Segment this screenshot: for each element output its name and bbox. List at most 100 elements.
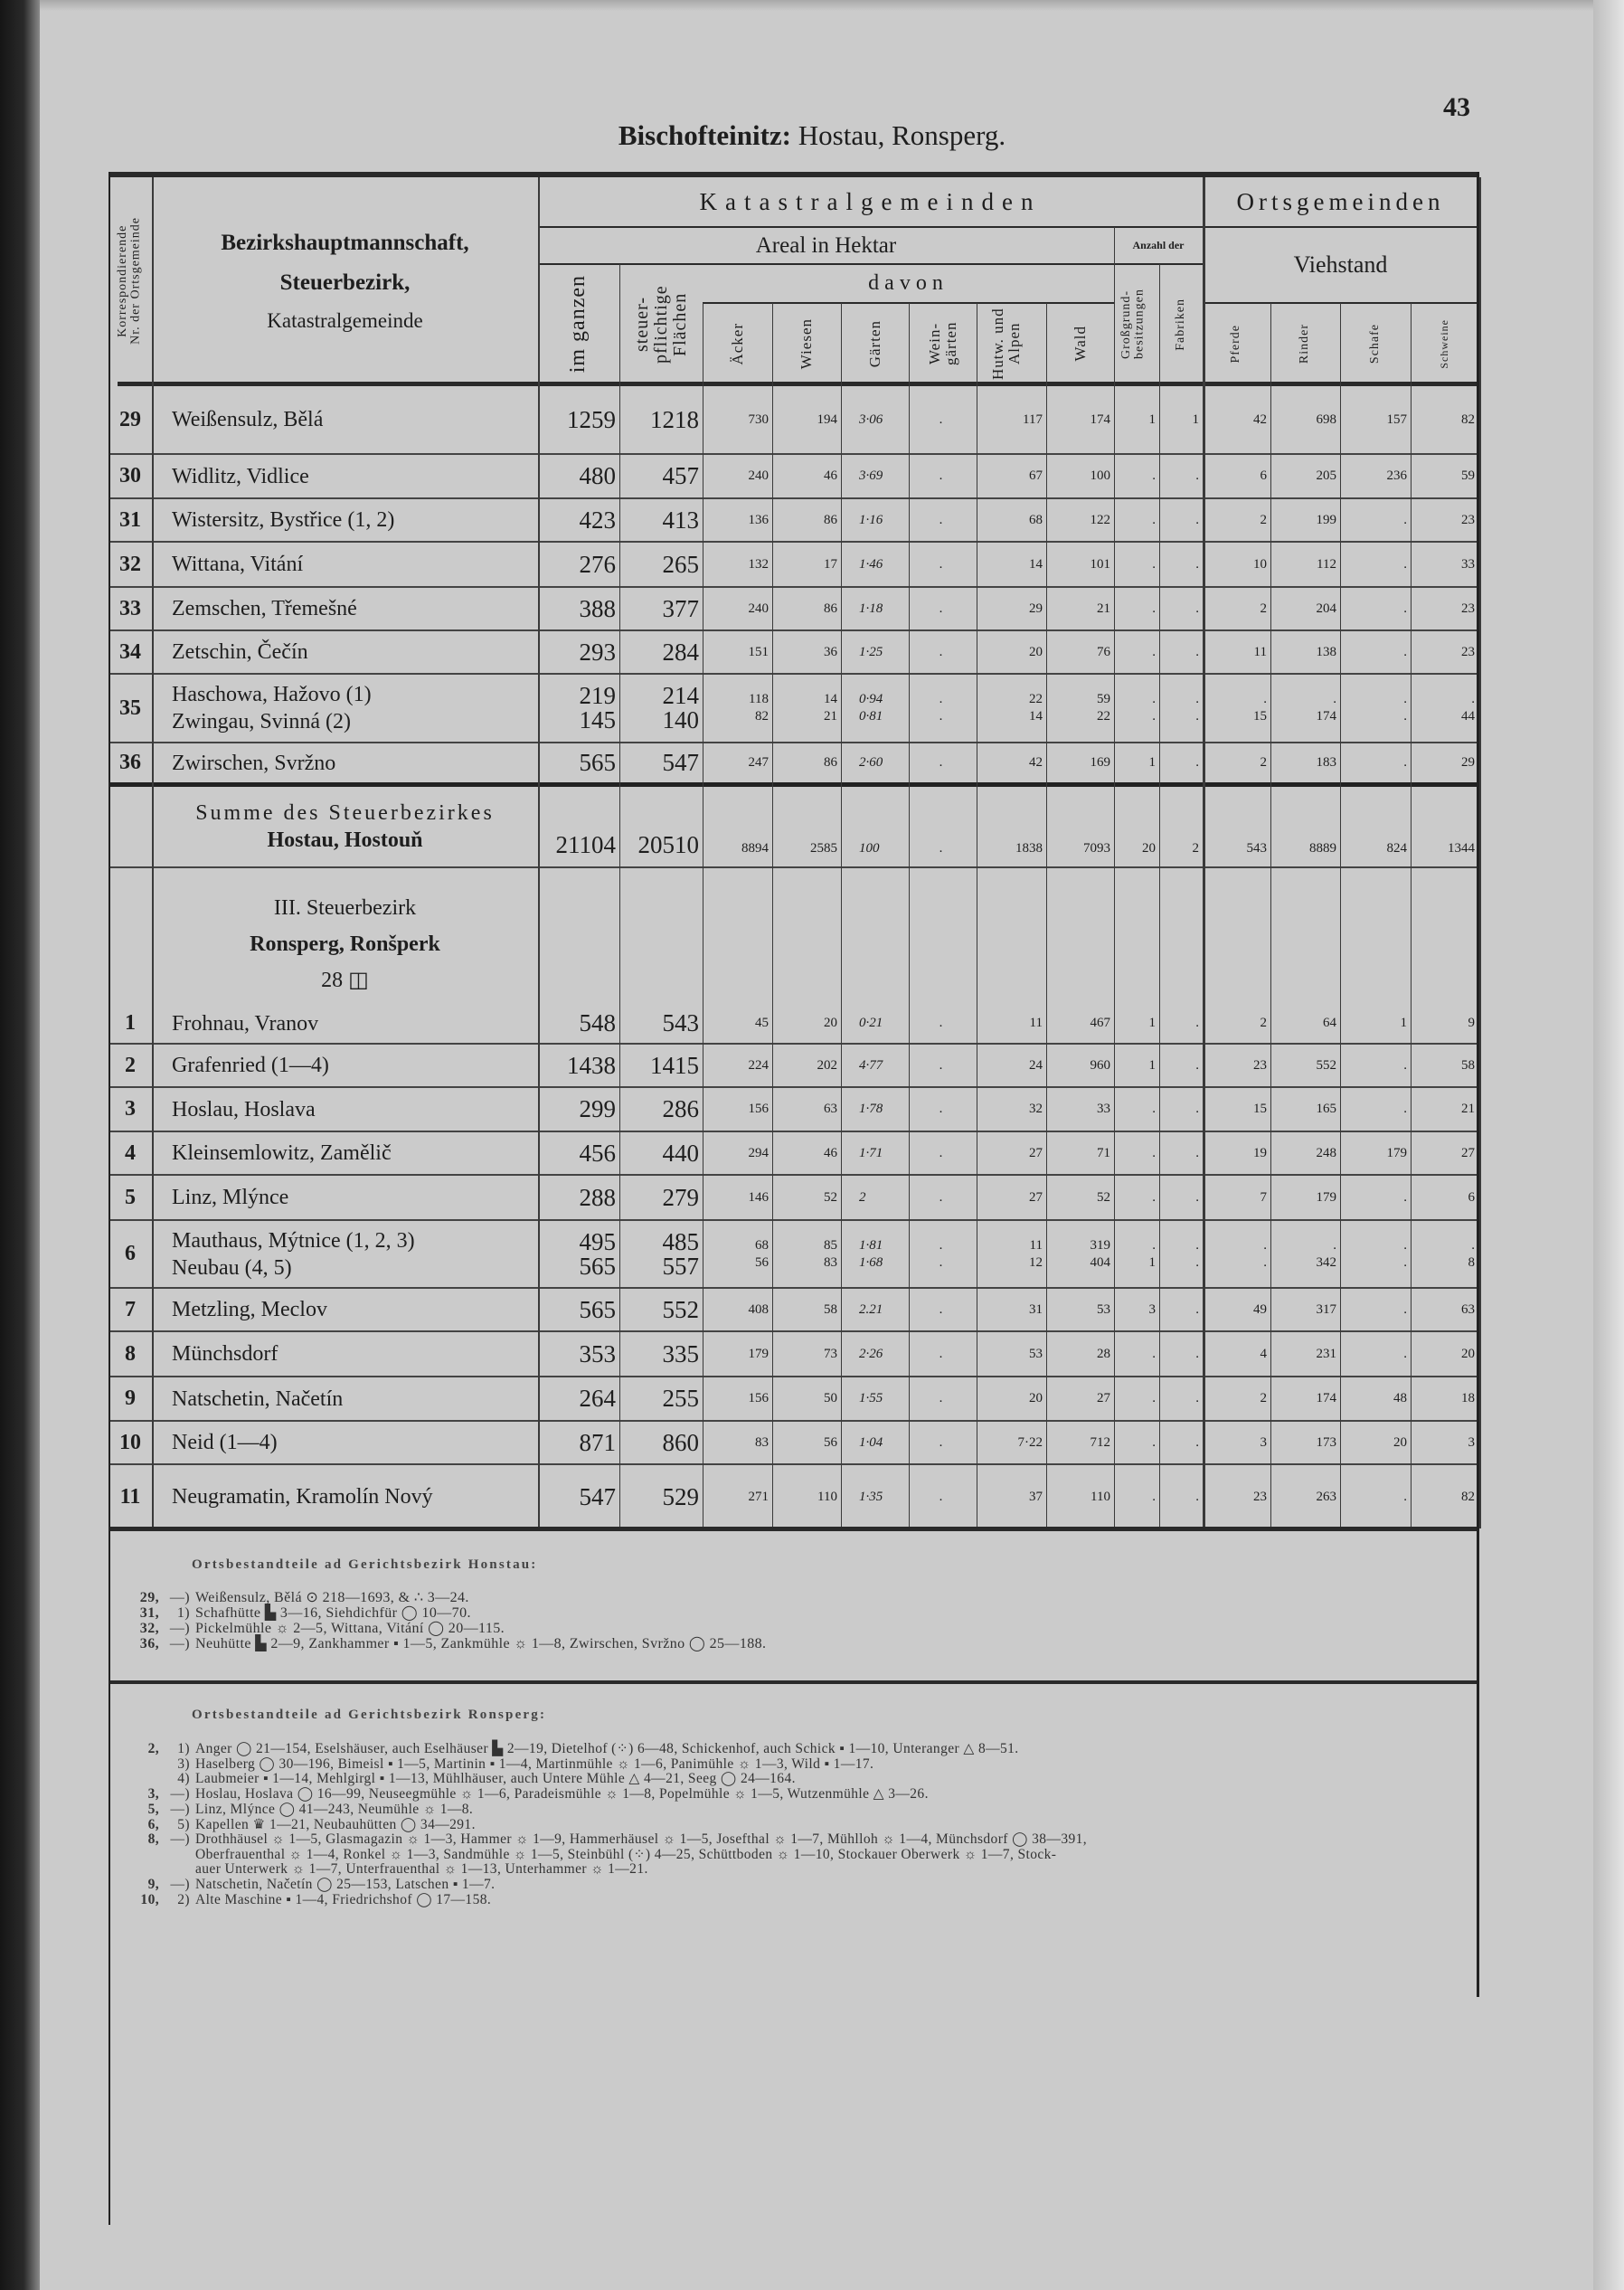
column-rule bbox=[1411, 303, 1412, 1528]
wein-value: . bbox=[939, 1102, 943, 1117]
wein-cell: . bbox=[909, 1377, 977, 1420]
pferde-value: 4 bbox=[1260, 1346, 1268, 1361]
gross-cell: . bbox=[1114, 543, 1159, 586]
schafe-cell: . bbox=[1340, 1176, 1411, 1219]
schweine-value: 44 bbox=[1461, 709, 1475, 724]
schweine-cell: 33 bbox=[1411, 543, 1478, 586]
gaerten-cell: 1·18 bbox=[841, 588, 909, 629]
pferde-cell: 7 bbox=[1203, 1176, 1270, 1219]
steuer-value: 1415 bbox=[650, 1051, 699, 1079]
fabr-value: . bbox=[1195, 755, 1199, 771]
footnote-ref: 1) bbox=[176, 1605, 190, 1621]
table-row: 33 Zemschen, Třemešné 388 377 240 86 1·18. 29 21… bbox=[109, 588, 1478, 631]
wiesen-value: 63 bbox=[824, 1102, 837, 1117]
column-rule bbox=[1159, 264, 1160, 1528]
name-line: Zemschen, Třemešné bbox=[172, 597, 357, 620]
wein-cell bbox=[909, 868, 977, 1004]
table-row: 36 Zwirschen, Svržno 565 547 247 86 2·60. 42 169… bbox=[109, 743, 1478, 787]
aecker-value: 118 bbox=[749, 692, 769, 707]
rinder-value: 205 bbox=[1316, 468, 1337, 484]
pferde-cell: 3 bbox=[1203, 1422, 1270, 1463]
schafe-cell: .. bbox=[1340, 1221, 1411, 1287]
gaerten-value: 1·55 bbox=[859, 1391, 883, 1406]
schweine-value: 20 bbox=[1461, 1346, 1475, 1361]
rinder-value: 317 bbox=[1316, 1301, 1337, 1317]
wald-cell: 76 bbox=[1046, 631, 1114, 673]
row-number: 32 bbox=[119, 552, 141, 576]
header-name: Bezirkshauptmannschaft, Steuerbezirk, Ka… bbox=[152, 177, 538, 384]
header-ortsgemeinden: Ortsgemeinden bbox=[1236, 188, 1445, 215]
gross-value: 1 bbox=[1148, 1016, 1157, 1031]
fabr-cell: . bbox=[1159, 455, 1203, 497]
wiesen-cell: 46 bbox=[772, 1132, 841, 1174]
rinder-value: 174 bbox=[1316, 709, 1337, 724]
header-grossgrund-label: Großgrund-besitzungen bbox=[1119, 289, 1147, 360]
gross-cell: . bbox=[1114, 499, 1159, 541]
header-gaerten-label: Gärten bbox=[865, 319, 883, 368]
aecker-value: 240 bbox=[748, 468, 770, 484]
column-rule bbox=[1478, 177, 1481, 1528]
aecker-value: 8894 bbox=[741, 841, 769, 856]
header-aecker: Äcker bbox=[703, 303, 772, 384]
hutw-cell: 117 bbox=[977, 386, 1046, 453]
hutw-value: 20 bbox=[1029, 644, 1043, 659]
wiesen-value: 36 bbox=[824, 644, 837, 659]
rinder-value: 204 bbox=[1316, 601, 1337, 616]
wald-value: 169 bbox=[1090, 755, 1111, 771]
row-number: 3 bbox=[125, 1097, 136, 1121]
wein-cell: . bbox=[909, 1465, 977, 1528]
ganzen-value: 145 bbox=[579, 706, 617, 733]
footnote-line: 4) Laubmeier ▪ 1—14, Mehlgirgl ▪ 1—13, Mü… bbox=[127, 1770, 796, 1787]
rinder-cell: 552 bbox=[1270, 1045, 1340, 1086]
gaerten-value: 1·71 bbox=[859, 1145, 883, 1160]
header-im-ganzen: im ganzen bbox=[538, 264, 619, 384]
gross-value: . bbox=[1152, 709, 1156, 724]
gaerten-cell: 2·26 bbox=[841, 1332, 909, 1376]
steuer-value: 1218 bbox=[650, 405, 699, 433]
gaerten-cell: 1·16 bbox=[841, 499, 909, 541]
name-line: Kleinsemlowitz, Zamělič bbox=[172, 1141, 392, 1165]
aecker-value: 151 bbox=[748, 644, 770, 659]
wald-cell: 122 bbox=[1046, 499, 1114, 541]
row-number: 11 bbox=[119, 1484, 141, 1509]
schweine-value: 8 bbox=[1468, 1254, 1476, 1270]
wald-value: 28 bbox=[1097, 1346, 1110, 1361]
footnote-heading: Ortsbestandteile ad Gerichtsbezirk Ronsp… bbox=[192, 1708, 547, 1722]
page-number: 43 bbox=[1443, 92, 1470, 122]
aecker-value: 156 bbox=[748, 1391, 770, 1406]
page-title-places: Hostau, Ronsperg. bbox=[791, 119, 1006, 151]
header-rule bbox=[538, 263, 1203, 265]
column-rule bbox=[1046, 303, 1047, 1528]
aecker-value: 730 bbox=[748, 412, 770, 427]
fabr-value: . bbox=[1195, 692, 1199, 707]
pferde-value: 7 bbox=[1260, 1189, 1268, 1205]
ganzen-value: 495 bbox=[579, 1227, 617, 1255]
header-bottom-rule bbox=[118, 382, 1478, 386]
table-row: 9 Natschetin, Načetín 264 255 156 50 1·55. 20 27… bbox=[109, 1377, 1478, 1422]
fabr-cell: . bbox=[1159, 1289, 1203, 1330]
wein-cell: . bbox=[909, 1289, 977, 1330]
wald-cell: 28 bbox=[1046, 1332, 1114, 1376]
hutw-cell: 32 bbox=[977, 1088, 1046, 1131]
schafe-value: . bbox=[1403, 709, 1407, 724]
wein-value: . bbox=[939, 512, 943, 527]
gross-cell: 1 bbox=[1114, 1045, 1159, 1086]
wein-value: . bbox=[939, 1145, 943, 1160]
gaerten-cell: 1·55 bbox=[841, 1377, 909, 1420]
aecker-cell: 730 bbox=[703, 386, 772, 453]
hutw-value: 53 bbox=[1029, 1346, 1043, 1361]
ganzen-cell: 288 bbox=[538, 1176, 619, 1219]
footnote-heading: Ortsbestandteile ad Gerichtsbezirk Honst… bbox=[192, 1557, 538, 1572]
name-line: Neugramatin, Kramolín Nový bbox=[172, 1485, 433, 1509]
wein-value: . bbox=[939, 644, 943, 659]
header-wald: Wald bbox=[1046, 303, 1114, 384]
aecker-cell: 146 bbox=[703, 1176, 772, 1219]
name-line: Wittana, Vitání bbox=[172, 553, 304, 576]
pferde-cell: 2 bbox=[1203, 1377, 1270, 1420]
header-pferde-label: Pferde bbox=[1229, 324, 1243, 364]
steuer-cell: 457 bbox=[619, 455, 703, 497]
wald-value: 22 bbox=[1097, 709, 1110, 724]
wiesen-value: 2585 bbox=[810, 841, 837, 856]
wiesen-cell bbox=[772, 868, 841, 1004]
gross-cell: . bbox=[1114, 1465, 1159, 1528]
